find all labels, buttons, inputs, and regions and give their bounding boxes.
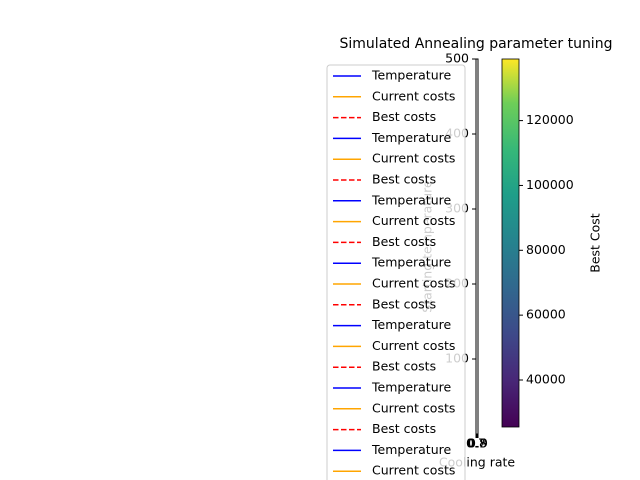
colorbar <box>501 58 520 428</box>
plot-area <box>475 58 479 435</box>
legend-label: Best costs <box>372 172 436 187</box>
colorbar-tick-label: 40000 <box>526 371 566 386</box>
colorbar-tick-label: 120000 <box>526 112 574 127</box>
y-tick-label: 500 <box>445 51 469 66</box>
colorbar-tick-label: 80000 <box>526 242 566 257</box>
legend-label: Temperature <box>371 130 451 145</box>
legend-label: Current costs <box>372 400 455 415</box>
legend-label: Temperature <box>371 68 451 83</box>
colorbar-tick-label: 60000 <box>526 307 566 322</box>
legend-label: Current costs <box>372 213 455 228</box>
colorbar-label: Best Cost <box>588 213 603 273</box>
legend-label: Temperature <box>371 317 451 332</box>
x-tick-label: 0.8 <box>467 436 487 451</box>
x-tick-label: 0.7 <box>466 436 486 451</box>
colorbar-tick-label: 100000 <box>526 177 574 192</box>
legend-box <box>326 64 466 480</box>
legend-label: Current costs <box>372 338 455 353</box>
legend-label: Best costs <box>372 296 436 311</box>
legend-label: Current costs <box>372 276 455 291</box>
legend-label: Best costs <box>372 421 436 436</box>
legend-label: Best costs <box>372 234 436 249</box>
legend-label: Current costs <box>372 463 455 478</box>
legend-label: Temperature <box>371 442 451 457</box>
chart-title: Simulated Annealing parameter tuning <box>340 36 613 52</box>
legend-label: Current costs <box>372 88 455 103</box>
legend-label: Temperature <box>371 380 451 395</box>
x-tick-label: 0.9 <box>468 436 488 451</box>
legend-label: Temperature <box>371 192 451 207</box>
legend-label: Current costs <box>372 151 455 166</box>
legend-label: Best costs <box>372 359 436 374</box>
legend-label: Temperature <box>371 255 451 270</box>
legend-label: Best costs <box>372 109 436 124</box>
